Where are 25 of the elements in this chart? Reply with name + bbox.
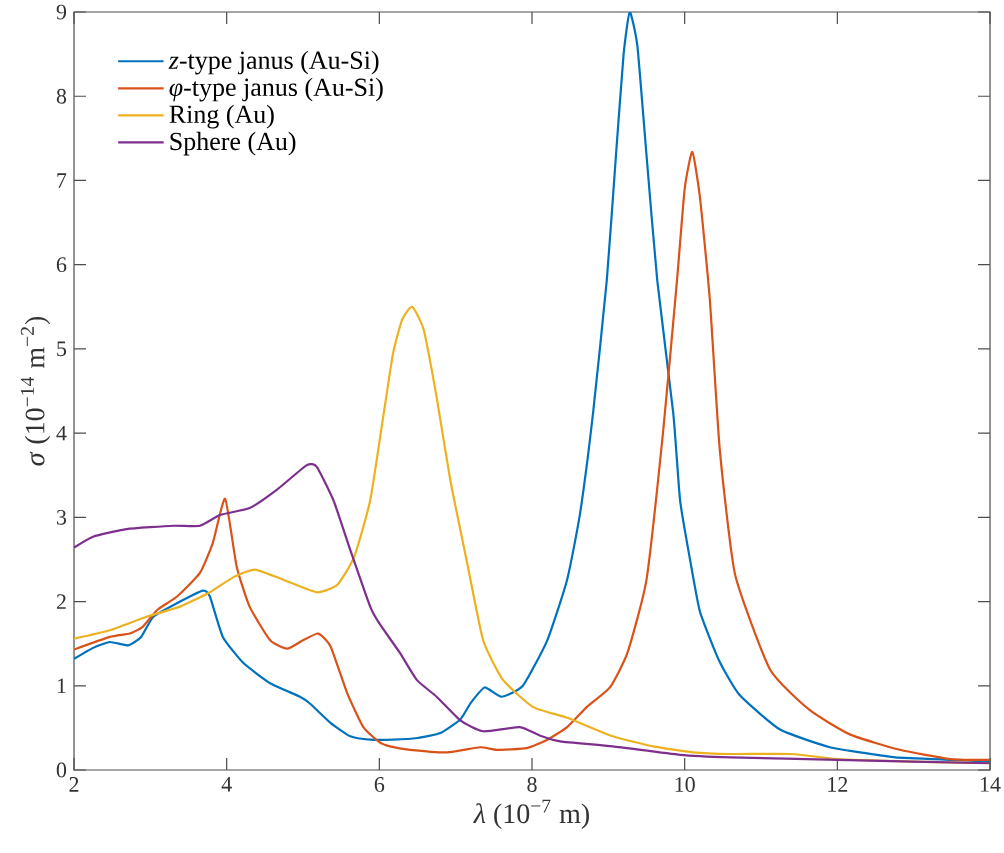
y-tick-label: 5 xyxy=(57,341,67,357)
legend-label: z-type janus (Au-Si) xyxy=(168,50,379,75)
y-tick-label: 0 xyxy=(56,762,67,778)
line-series xyxy=(74,12,991,763)
y-tick-label: 9 xyxy=(56,4,67,20)
x-tick-label: 12 xyxy=(828,777,848,792)
line-series xyxy=(74,464,991,765)
y-tick-label: 6 xyxy=(56,257,67,273)
y-tick-label: 8 xyxy=(56,88,67,104)
x-tick-label: 10 xyxy=(675,777,695,792)
y-tick-label: 1 xyxy=(57,678,66,694)
y-tick-label: 4 xyxy=(56,425,67,441)
x-tick-label: 14 xyxy=(980,777,1001,792)
x-tick-label: 8 xyxy=(527,777,537,792)
x-tick-label: 2 xyxy=(69,777,79,792)
legend-label: Sphere (Au) xyxy=(170,131,296,156)
x-axis-title: λ (10$^{−7}$ m) xyxy=(473,799,589,829)
y-tick-label: 2 xyxy=(56,594,66,609)
x-tick-label: 6 xyxy=(374,777,385,792)
y-axis-title: σ (10$^{−14}$ m$^{−2}$) xyxy=(20,316,51,466)
legend-label: Ring (Au) xyxy=(169,104,274,129)
y-tick-label: 7 xyxy=(57,173,67,188)
x-tick-label: 4 xyxy=(221,777,232,792)
y-tick-label: 3 xyxy=(57,509,67,525)
legend-label: φ-type janus (Au-Si) xyxy=(169,77,383,102)
